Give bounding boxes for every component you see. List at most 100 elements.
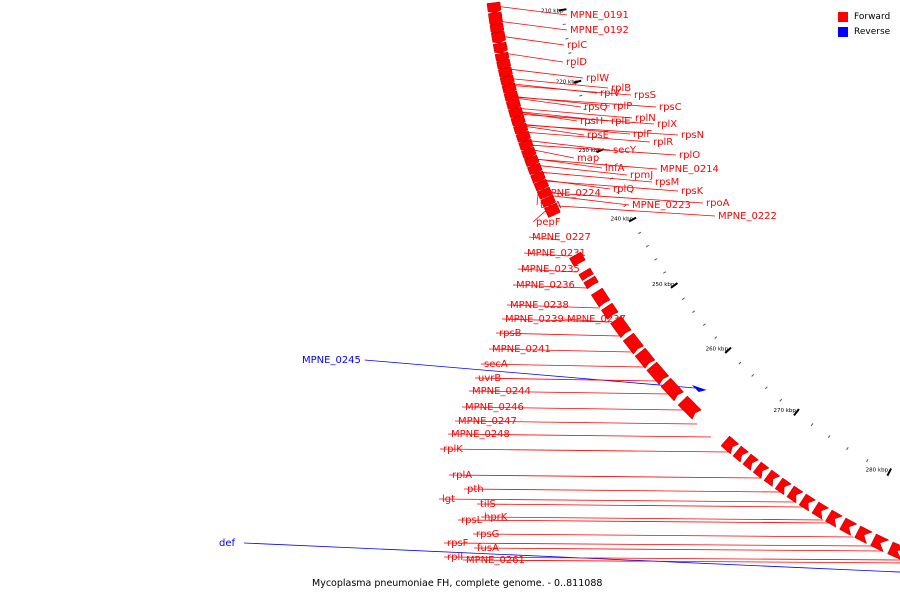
label-leader-line [501,84,632,96]
gene-label: uvrB [478,373,501,384]
gene-feature-forward [786,485,804,504]
minor-tick [764,386,768,390]
minor-tick [810,423,814,427]
gene-feature-forward [497,66,513,78]
tick-label: 220 kbp [556,80,579,86]
ticks-layer: 210 kbp 220 kbp 230 kbp 240 kbp 250 kbp 260 k… [0,0,892,477]
minor-tick [645,244,649,248]
legend-item-forward: Forward [838,9,890,24]
major-tick [558,8,567,12]
label-leader-line [474,377,656,382]
gene-label: rplV [600,88,620,99]
label-leader-line [506,304,600,309]
gene-label: MPNE_0236 [516,280,575,291]
genome-caption: Mycoplasma pneumoniae FH, complete genom… [312,578,603,589]
gene-feature-forward [811,501,830,520]
minor-tick [692,310,696,314]
major-tick [793,408,800,416]
gene-feature-forward [825,509,843,528]
gene-label: rpsS [634,90,656,101]
gene-feature-forward [524,154,540,167]
gene-label: rpsG [476,529,499,540]
label-leader-line [523,157,658,170]
gene-label: tilS [480,499,496,510]
tick-label: 240 kbp [611,217,634,223]
gene-feature-forward [887,541,900,560]
gene-label: rpsC [659,102,682,113]
minor-tick [579,94,583,97]
label-leader-line [472,533,854,538]
label-leader-line [462,559,900,564]
legend-label-reverse: Reverse [854,26,891,37]
label-leader-line [532,210,546,223]
gene-feature-forward [677,395,702,420]
gene-label: MPNE_0214 [660,164,719,175]
gene-label: MPNE_0238 [510,300,569,311]
gene-feature-forward [490,30,506,44]
gene-label: rpsL [461,515,483,526]
gene-label: rplW [586,73,609,84]
label-leader-line [512,284,587,289]
gene-label: MPNE_0241 [492,344,551,355]
label-leader-line [512,124,679,136]
major-tick [628,216,637,223]
gene-label: MPNE_0192 [570,25,629,36]
gene-label: MPNE_0224 [542,188,601,199]
label-leader-line [443,542,872,547]
label-leader-line [514,130,651,143]
minor-tick [751,373,755,377]
gene-feature-forward [536,186,553,200]
minor-tick [654,258,658,261]
minor-tick [623,204,627,208]
gene-feature-forward [732,445,749,463]
gene-features [486,1,900,560]
gene-feature-forward [583,275,599,290]
gene-label: rplQ [613,184,634,195]
gene-label: rpsB [499,328,522,339]
gene-label: rpsM [655,177,679,188]
gene-label: rpsE [587,130,609,141]
label-leader-line [537,191,704,204]
legend-label-forward: Forward [854,11,891,22]
gene-label: MPNE_0239 [505,314,564,325]
gene-feature-forward [720,435,740,455]
label-leader-line [438,498,795,503]
minor-tick [583,108,587,111]
label-leader-line [463,488,780,493]
label-leader-line [528,170,653,183]
gene-feature-forward [660,377,684,402]
gene-feature-forward [870,533,890,553]
minor-tick [681,297,685,301]
gene-label: MPNE_0235 [521,264,580,275]
gene-feature-reverse [691,385,707,392]
major-tick [670,282,679,289]
minor-tick [846,447,849,451]
gene-label: rplF [633,129,652,140]
label-leader-line [507,107,633,119]
label-leader-line [480,516,824,521]
gene-label: secY [613,145,637,156]
gene-label: rplI [447,552,463,563]
label-leader-line [443,556,900,561]
gene-feature-forward [590,287,611,308]
gene-feature-forward [578,267,594,282]
gene-feature-forward [634,347,656,369]
gene-feature-forward [600,302,619,320]
gene-feature-forward [513,122,529,135]
tick-label: 260 kbp [706,347,729,353]
major-tick [724,346,732,354]
gene-label: secA [484,359,508,370]
label-leaders [243,4,900,573]
minor-tick [616,191,620,194]
gene-label: rplX [657,119,677,130]
gene-label: MPNE_0248 [451,429,510,440]
gene-label: rpsQ [584,102,608,113]
gene-feature-forward [610,315,632,339]
label-leader-line [504,95,611,107]
gene-feature-forward [521,146,537,159]
gene-label: MPNE_0247 [458,416,517,427]
major-tick [886,468,892,477]
major-tick [573,79,582,84]
tick-label: 270 kbp [773,408,796,414]
